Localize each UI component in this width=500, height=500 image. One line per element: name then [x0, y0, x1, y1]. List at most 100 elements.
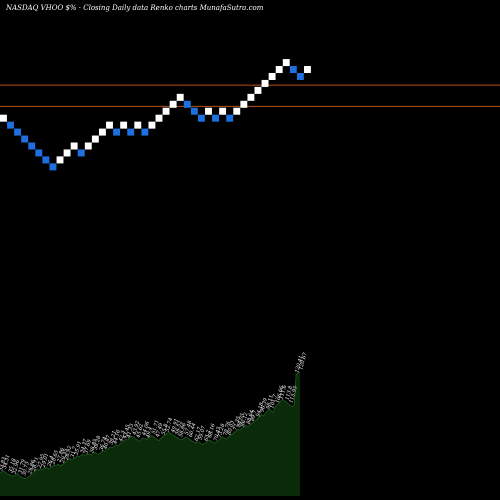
volume-value-label: 44.06	[141, 420, 151, 437]
renko-brick-up	[254, 86, 262, 94]
renko-brick-up	[240, 100, 248, 108]
volume-value-label: 33.83	[0, 456, 8, 471]
renko-brick-up	[134, 121, 142, 129]
volume-value-label: 29.35	[60, 448, 70, 464]
volume-value-label: 31.79	[18, 458, 28, 474]
volume-value-label: 94.18	[256, 402, 266, 417]
volume-value-label: 36.74	[99, 436, 109, 451]
renko-brick-down	[212, 114, 219, 122]
volume-value-label: 80.03	[227, 420, 237, 435]
renko-brick-down	[77, 149, 85, 157]
renko-brick-down	[113, 128, 121, 136]
volume-value-label: 39.28	[93, 435, 103, 450]
renko-brick-down	[127, 128, 135, 136]
renko-brick-down	[49, 163, 57, 171]
renko-brick-down	[141, 128, 149, 136]
renko-brick-down	[190, 107, 198, 115]
volume-value-label: 41.33	[126, 423, 136, 439]
volume-value-label: 30.73	[21, 461, 31, 476]
renko-brick-up	[247, 93, 255, 101]
renko-brick-up	[120, 121, 128, 129]
volume-value-label: 51.71	[151, 419, 161, 434]
volume-value-label: 111.6	[279, 384, 289, 400]
volume-value-label: 65.2	[203, 429, 212, 441]
renko-brick-up	[261, 79, 269, 87]
renko-brick-down	[197, 114, 205, 122]
volume-value-label: 45.62	[135, 423, 145, 439]
renko-brick-down	[296, 72, 304, 80]
volume-edge	[0, 371, 301, 480]
renko-brick-up	[91, 135, 99, 143]
renko-brick-down	[28, 142, 36, 150]
volume-value-label: 28.65	[50, 450, 60, 466]
renko-brick-down	[14, 128, 22, 136]
volume-value-label: 52.74	[165, 417, 175, 432]
renko-brick-up	[268, 72, 276, 80]
volume-value-label: 77.35	[232, 416, 242, 431]
volume-value-label: 35.18	[8, 458, 18, 473]
volume-value-label: 38.21	[108, 430, 118, 445]
renko-brick-up	[275, 66, 283, 74]
volume-value-label: 68.16	[207, 422, 217, 438]
volume-value-label: 49.91	[170, 418, 180, 434]
volume-value-label: 37.69	[83, 438, 93, 454]
renko-brick-down	[226, 114, 234, 122]
renko-brick-down	[289, 66, 297, 74]
renko-brick-up	[219, 107, 227, 115]
volume-value-label: 73.28	[217, 423, 227, 438]
volume-value-label: 27.86	[56, 447, 66, 464]
volume-value-label: 42.3	[118, 430, 127, 443]
renko-brick-up	[155, 114, 163, 122]
renko-brick-up	[84, 142, 92, 150]
renko-brick-up	[205, 107, 212, 115]
volume-value-label: 49.4	[145, 426, 154, 439]
volume-value-label: 59.07	[198, 425, 208, 441]
volume-value-label: 31.7	[70, 445, 79, 458]
volume-value-label: 26.4	[46, 455, 55, 468]
volume-value-label: 29.01	[40, 453, 50, 469]
volume-value-label: 70.43	[213, 426, 223, 441]
volume-panel: 33.8334.3135.1832.9631.7930.7329.8628.71…	[0, 351, 309, 496]
renko-brick-down	[35, 149, 43, 157]
volume-value-label: 57.48	[184, 420, 194, 435]
volume-value-label: 120.67	[298, 351, 309, 370]
volume-value-label: 40.87	[102, 434, 112, 451]
volume-value-label: 101.7	[269, 393, 279, 409]
volume-value-label: 78.76	[223, 420, 233, 436]
volume-value-label: 27.95	[37, 453, 47, 469]
volume-value-label: 43.92	[131, 420, 141, 436]
renko-brick-up	[148, 121, 156, 129]
volume-value-label: 96.39	[259, 397, 269, 413]
volume-value-label: 86.12	[240, 412, 250, 427]
volume-value-label: 47.49	[155, 422, 165, 439]
volume-value-label: 58.86	[178, 422, 188, 438]
volume-value-label: 115.95	[288, 385, 298, 403]
volume-value-label: 120.41	[294, 355, 304, 373]
volume-value-label: 60.44	[188, 422, 198, 437]
volume-value-label: 62.17	[194, 425, 204, 441]
volume-value-label: 89.7	[250, 409, 259, 422]
volume-value-label: 32.96	[12, 459, 22, 475]
renko-brick-up	[63, 149, 71, 157]
volume-value-label: 35.91	[74, 441, 84, 456]
renko-brick-up	[169, 100, 177, 108]
volume-value-label: 26.92	[64, 445, 74, 461]
renko-brick-down	[183, 100, 191, 108]
volume-value-label: 34.31	[2, 454, 12, 469]
chart-title: NASDAQ VHOO $% · Closing Daily data Renk…	[6, 4, 264, 12]
volume-value-label: 29.86	[27, 459, 37, 476]
renko-brick-up	[282, 59, 290, 67]
volume-value-label: 84.05	[236, 413, 246, 428]
volume-value-label: 55.8	[161, 423, 170, 435]
renko-brick-up	[56, 156, 64, 164]
renko-brick-up	[70, 142, 78, 150]
renko-brick-up	[0, 114, 7, 122]
renko-brick-down	[7, 121, 14, 129]
renko-brick-down	[21, 135, 29, 143]
volume-value-label: 98.11	[265, 394, 275, 409]
renko-brick-down	[42, 156, 50, 164]
volume-value-label: 106.66	[275, 385, 286, 404]
volume-value-label: 34.37	[79, 438, 89, 454]
volume-value-label: 38.85	[89, 438, 99, 453]
